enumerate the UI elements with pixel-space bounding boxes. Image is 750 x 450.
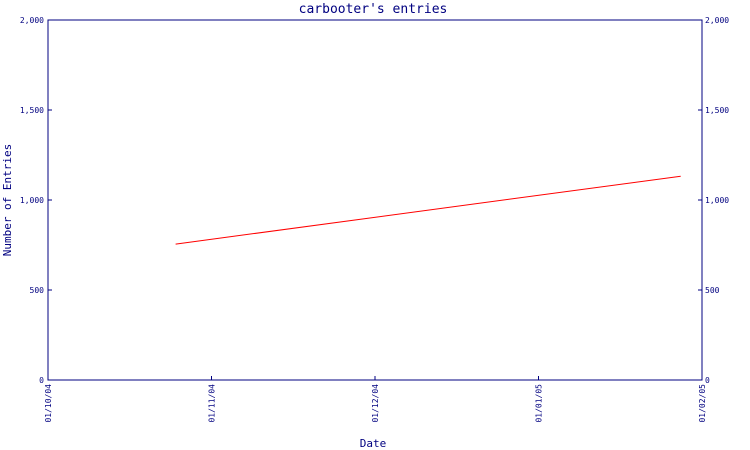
y-tick-label-right: 500 [705,286,720,295]
y-tick-label-left: 0 [39,376,44,385]
y-axis-label: Number of Entries [1,144,14,257]
y-axis-right: 0 500 1,000 1,500 2,000 [698,16,729,385]
y-tick-label-left: 1,000 [20,196,44,205]
y-tick-label-left: 500 [30,286,45,295]
y-tick-label-left: 2,000 [20,16,44,25]
x-tick-label: 01/10/04 [44,384,53,423]
x-axis-label: Date [360,437,387,450]
x-tick-label: 01/01/05 [535,384,544,423]
series-group [175,175,681,245]
y-axis-left: 0 500 1,000 1,500 2,000 [20,16,52,385]
y-tick-label-right: 1,000 [705,196,729,205]
series-line [175,175,681,245]
y-tick-label-right: 2,000 [705,16,729,25]
x-tick-label: 01/12/04 [371,384,380,423]
x-tick-label: 01/11/04 [208,384,217,423]
chart-title: carbooter's entries [299,2,448,17]
y-tick-label-right: 1,500 [705,106,729,115]
y-tick-label-left: 1,500 [20,106,44,115]
x-tick-label: 01/02/05 [698,384,707,423]
plot-area [47,19,703,381]
x-axis: 01/10/04 01/11/04 01/12/04 01/01/05 01/02/05 [44,376,707,423]
y-tick-label-right: 0 [705,376,710,385]
